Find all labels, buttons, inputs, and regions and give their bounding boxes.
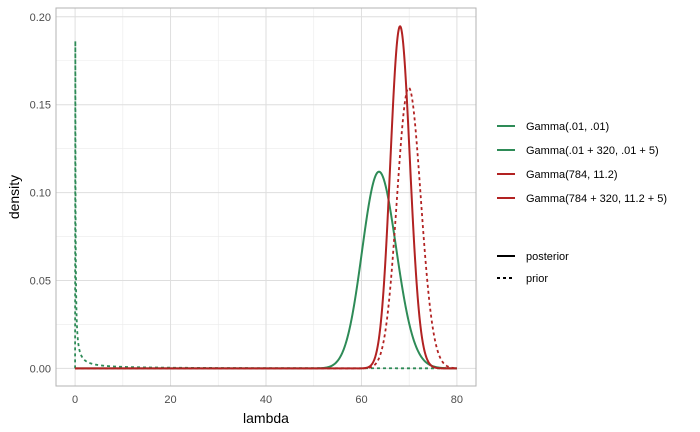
x-axis-title: lambda bbox=[243, 410, 289, 426]
legend-linetype-label: posterior bbox=[526, 251, 569, 263]
series-line-1 bbox=[74, 40, 457, 370]
legend-colour: Gamma(.01, .01) Gamma(.01 + 320, .01 + 5)… bbox=[497, 121, 667, 205]
y-axis-ticks: 0.00 0.05 0.10 0.15 0.20 bbox=[30, 12, 51, 376]
legend-label: Gamma(784 + 320, 11.2 + 5) bbox=[526, 193, 667, 205]
panel-border bbox=[55, 7, 477, 387]
x-tick-label: 20 bbox=[164, 394, 176, 406]
legend-linetype-label: prior bbox=[526, 273, 548, 285]
x-tick-label: 80 bbox=[451, 394, 463, 406]
grid-major bbox=[56, 8, 476, 386]
y-tick-label: 0.20 bbox=[30, 12, 51, 24]
y-tick-label: 0.15 bbox=[30, 100, 51, 112]
x-axis-ticks: 0 20 40 60 80 bbox=[72, 394, 463, 406]
legend-label: Gamma(.01 + 320, .01 + 5) bbox=[526, 145, 659, 157]
x-tick-label: 0 bbox=[72, 394, 78, 406]
legend-label: Gamma(.01, .01) bbox=[526, 121, 609, 133]
y-axis-title: density bbox=[6, 175, 22, 219]
y-tick-label: 0.05 bbox=[30, 276, 51, 288]
legend-label: Gamma(784, 11.2) bbox=[526, 169, 618, 181]
series-layer bbox=[74, 25, 457, 370]
x-tick-label: 40 bbox=[260, 394, 272, 406]
legend-linetype: posterior prior bbox=[497, 251, 569, 285]
series-line-4 bbox=[75, 25, 457, 370]
x-tick-label: 60 bbox=[355, 394, 367, 406]
y-tick-label: 0.10 bbox=[30, 188, 51, 200]
y-tick-label: 0.00 bbox=[30, 363, 51, 375]
